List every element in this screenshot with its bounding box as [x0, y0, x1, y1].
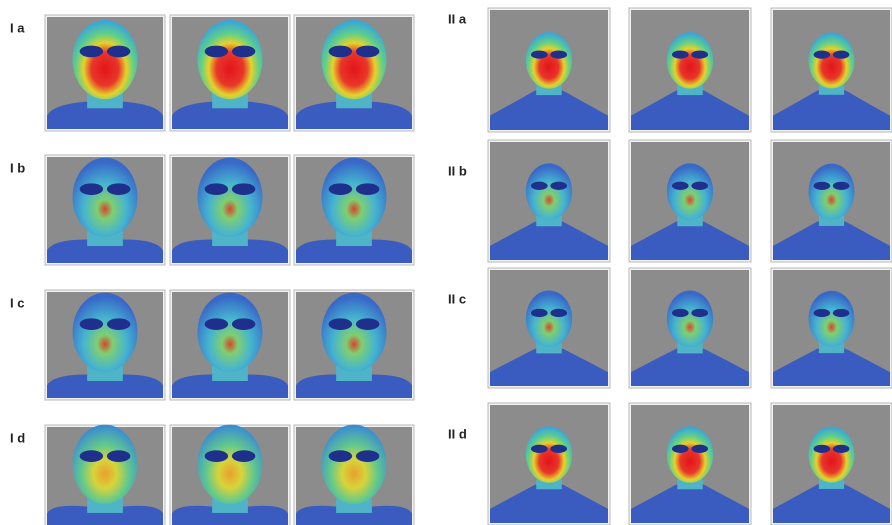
goggle: [232, 318, 255, 330]
row-label: I a: [10, 20, 25, 35]
goggle: [80, 318, 103, 330]
goggle: [814, 445, 831, 453]
row-label: II d: [448, 426, 467, 441]
goggle: [205, 46, 228, 58]
goggle: [107, 318, 130, 330]
row-label: II a: [448, 11, 467, 26]
head: [322, 425, 387, 504]
head: [73, 425, 138, 504]
head: [667, 32, 713, 88]
goggle: [356, 183, 379, 195]
goggle: [356, 450, 379, 462]
head: [322, 293, 387, 372]
goggle: [833, 182, 850, 190]
head: [667, 426, 713, 482]
head: [809, 427, 855, 483]
head: [667, 163, 713, 219]
goggle: [672, 182, 689, 190]
goggle: [107, 183, 130, 195]
head: [198, 20, 263, 99]
goggle: [232, 450, 255, 462]
head: [322, 20, 387, 99]
head: [667, 291, 713, 347]
goggle: [672, 445, 689, 453]
head: [198, 158, 263, 237]
goggle: [691, 309, 708, 317]
row-label: I d: [10, 430, 25, 445]
goggle: [691, 445, 708, 453]
head: [526, 32, 572, 88]
head: [73, 158, 138, 237]
goggle: [814, 309, 831, 317]
head: [526, 291, 572, 347]
goggle: [205, 183, 228, 195]
goggle: [814, 51, 831, 59]
goggle: [329, 183, 352, 195]
goggle: [232, 46, 255, 58]
goggle: [80, 46, 103, 58]
goggle: [205, 318, 228, 330]
panels: [45, 8, 892, 525]
goggle: [356, 318, 379, 330]
goggle: [232, 183, 255, 195]
goggle: [531, 445, 548, 453]
head: [198, 293, 263, 372]
head: [809, 164, 855, 220]
goggle: [531, 309, 548, 317]
goggle: [80, 450, 103, 462]
goggle: [107, 46, 130, 58]
head: [809, 291, 855, 347]
goggle: [531, 182, 548, 190]
figure: I a I b I c I d II a II b II c II d: [0, 0, 892, 525]
head: [809, 32, 855, 88]
goggle: [329, 318, 352, 330]
row-label: II b: [448, 163, 467, 178]
row-label: I c: [10, 295, 24, 310]
goggle: [205, 450, 228, 462]
head: [526, 426, 572, 482]
goggle: [550, 182, 567, 190]
goggle: [329, 450, 352, 462]
goggle: [531, 50, 548, 58]
head: [322, 158, 387, 237]
goggle: [329, 46, 352, 58]
goggle: [691, 50, 708, 58]
goggle: [833, 51, 850, 59]
goggle: [356, 46, 379, 58]
goggle: [80, 183, 103, 195]
goggle: [814, 182, 831, 190]
head: [73, 20, 138, 99]
row-label: I b: [10, 160, 25, 175]
goggle: [107, 450, 130, 462]
goggle: [833, 309, 850, 317]
goggle: [550, 50, 567, 58]
goggle: [672, 50, 689, 58]
goggle: [550, 309, 567, 317]
head: [526, 163, 572, 219]
goggle: [550, 445, 567, 453]
head: [198, 425, 263, 504]
goggle: [691, 182, 708, 190]
goggle: [672, 309, 689, 317]
head: [73, 293, 138, 372]
row-label: II c: [448, 291, 466, 306]
goggle: [833, 445, 850, 453]
